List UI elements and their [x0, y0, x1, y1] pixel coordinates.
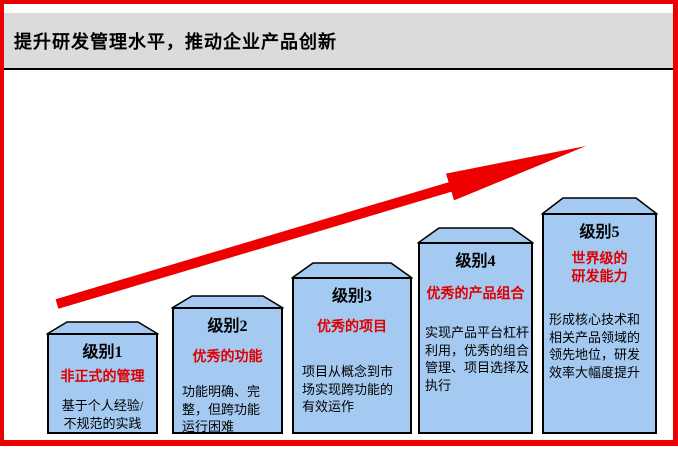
pillar-level-4: 级别4 优秀的产品组合 实现产品平台杠杆 利用，优秀的组合 管理、项目选择及 执… [418, 242, 533, 434]
level-1-highlight: 非正式的管理 [60, 370, 145, 385]
level-2-highlight: 优秀的功能 [192, 350, 263, 365]
pillar-roof-3 [291, 262, 413, 279]
slide-title: 提升研发管理水平，推动企业产品创新 [14, 31, 337, 52]
pillar-roof-5 [541, 197, 658, 215]
level-5-description: 形成核心技术和 相关产品领域的 领先地位，研发 效率大幅度提升 [549, 312, 641, 381]
header-bar: 提升研发管理水平，推动企业产品创新 [4, 13, 673, 70]
level-1-description: 基于个人经验/ 不规范的实践 [61, 398, 144, 431]
level-2-label: 级别2 [207, 318, 248, 335]
level-4-description: 实现产品平台杠杆 利用，优秀的组合 管理、项目选择及 执行 [425, 325, 530, 393]
level-2-description: 功能明确、完 整，但跨功能 运行困难 [182, 384, 261, 435]
level-3-label: 级别3 [331, 288, 372, 305]
level-5-highlight: 世界级的 研发能力 [571, 252, 628, 286]
level-1-label: 级别1 [82, 344, 123, 361]
level-3-highlight: 优秀的项目 [317, 320, 387, 335]
level-5-label: 级别5 [579, 224, 620, 241]
pillar-level-2: 级别2 优秀的功能 功能明确、完 整，但跨功能 运行困难 [172, 307, 283, 434]
level-4-highlight: 优秀的产品组合 [426, 287, 525, 302]
growth-arrow [55, 146, 587, 309]
level-3-description: 项目从概念到市 场实现跨功能的 有效运作 [302, 364, 394, 415]
pillar-level-5: 级别5 世界级的 研发能力 形成核心技术和 相关产品领域的 领先地位，研发 效率… [542, 213, 657, 434]
pillar-level-3: 级别3 优秀的项目 项目从概念到市 场实现跨功能的 有效运作 [292, 277, 412, 434]
pillar-level-1: 级别1 非正式的管理 基于个人经验/ 不规范的实践 [47, 333, 158, 434]
level-4-label: 级别4 [455, 253, 496, 270]
pillar-roof-4 [417, 227, 534, 244]
